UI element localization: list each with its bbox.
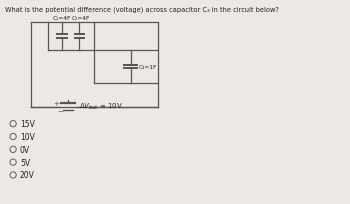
Text: C₃=1F: C₃=1F bbox=[139, 65, 157, 70]
Text: +: + bbox=[53, 101, 59, 107]
Text: 20V: 20V bbox=[20, 171, 35, 180]
Text: 10V: 10V bbox=[20, 132, 35, 141]
Text: $\Delta V_{bat}$ = 10V: $\Delta V_{bat}$ = 10V bbox=[79, 101, 123, 112]
Text: 5V: 5V bbox=[20, 158, 30, 167]
Text: 0V: 0V bbox=[20, 145, 30, 154]
Text: 15V: 15V bbox=[20, 120, 35, 129]
Text: C₂=4F: C₂=4F bbox=[71, 16, 90, 21]
Text: What is the potential difference (voltage) across capacitor C₃ in the circuit be: What is the potential difference (voltag… bbox=[5, 6, 279, 13]
Text: −: − bbox=[57, 109, 63, 115]
Text: C₁=4F: C₁=4F bbox=[53, 16, 71, 21]
